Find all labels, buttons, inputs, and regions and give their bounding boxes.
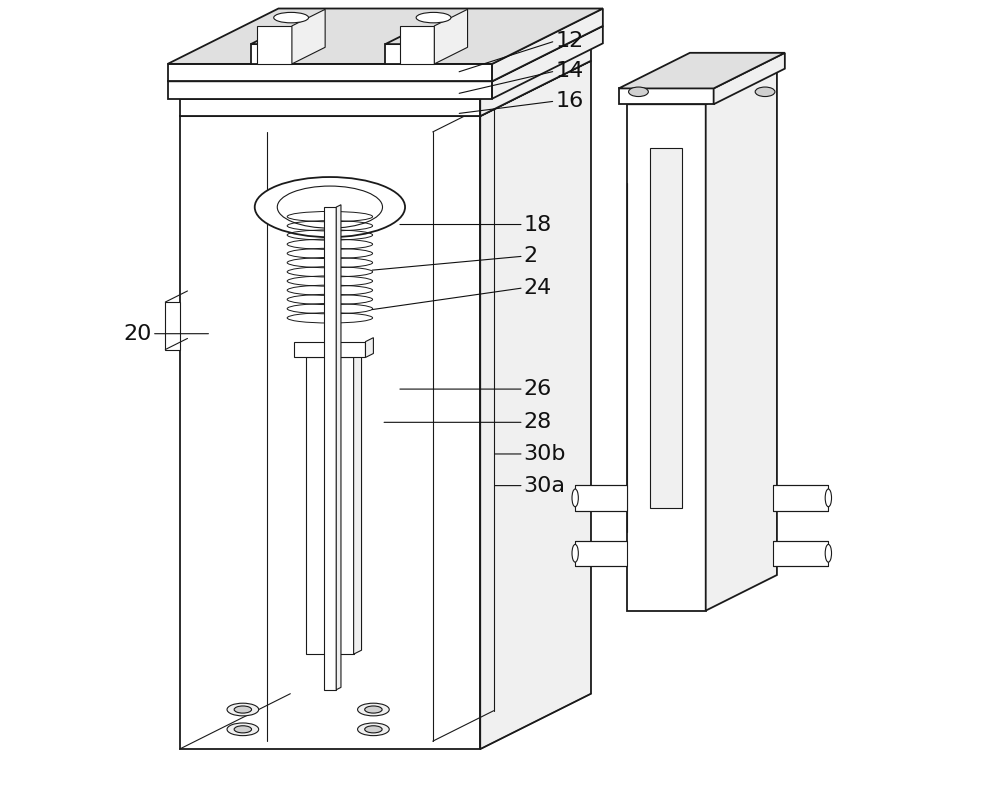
Text: 20: 20 — [123, 324, 152, 344]
Text: 16: 16 — [555, 91, 584, 111]
Ellipse shape — [227, 703, 259, 716]
Polygon shape — [251, 28, 324, 44]
Polygon shape — [575, 485, 627, 511]
Polygon shape — [324, 207, 336, 690]
Polygon shape — [400, 26, 434, 64]
Polygon shape — [251, 44, 290, 64]
Ellipse shape — [629, 87, 648, 97]
Polygon shape — [773, 485, 828, 511]
Polygon shape — [168, 81, 492, 98]
Polygon shape — [180, 98, 480, 116]
Polygon shape — [773, 541, 828, 566]
Ellipse shape — [255, 177, 405, 237]
Polygon shape — [627, 68, 777, 104]
Polygon shape — [434, 10, 468, 64]
Polygon shape — [168, 26, 603, 81]
Polygon shape — [385, 28, 458, 44]
Polygon shape — [714, 53, 785, 104]
Ellipse shape — [825, 489, 832, 507]
Polygon shape — [480, 60, 591, 749]
Polygon shape — [257, 26, 292, 64]
Ellipse shape — [234, 726, 252, 733]
Text: 30b: 30b — [524, 444, 566, 464]
Polygon shape — [706, 68, 777, 611]
Ellipse shape — [572, 489, 578, 507]
Text: 24: 24 — [524, 278, 552, 298]
Ellipse shape — [227, 723, 259, 736]
Polygon shape — [168, 64, 492, 81]
Polygon shape — [365, 337, 373, 357]
Text: 28: 28 — [524, 412, 552, 432]
Polygon shape — [180, 44, 591, 98]
Ellipse shape — [825, 545, 832, 562]
Polygon shape — [650, 148, 682, 508]
Polygon shape — [627, 104, 706, 611]
Text: 12: 12 — [555, 31, 584, 51]
Ellipse shape — [755, 87, 775, 97]
Text: 14: 14 — [555, 61, 584, 81]
Polygon shape — [180, 60, 591, 116]
Ellipse shape — [274, 13, 309, 23]
Polygon shape — [492, 9, 603, 81]
Polygon shape — [619, 88, 714, 104]
Polygon shape — [294, 341, 365, 357]
Ellipse shape — [365, 726, 382, 733]
Polygon shape — [480, 44, 591, 116]
Polygon shape — [180, 116, 480, 749]
Polygon shape — [306, 357, 354, 654]
Text: 18: 18 — [524, 214, 552, 234]
Polygon shape — [385, 44, 425, 64]
Ellipse shape — [365, 706, 382, 713]
Text: 2: 2 — [524, 246, 538, 266]
Polygon shape — [165, 302, 180, 349]
Polygon shape — [354, 353, 362, 654]
Polygon shape — [492, 26, 603, 98]
Ellipse shape — [572, 545, 578, 562]
Polygon shape — [575, 541, 627, 566]
Polygon shape — [336, 205, 341, 690]
Ellipse shape — [277, 186, 383, 228]
Ellipse shape — [358, 703, 389, 716]
Polygon shape — [168, 9, 603, 64]
Ellipse shape — [358, 723, 389, 736]
Text: 26: 26 — [524, 379, 552, 399]
Polygon shape — [619, 53, 785, 88]
Polygon shape — [292, 10, 325, 64]
Text: 30a: 30a — [524, 476, 566, 495]
Ellipse shape — [416, 13, 451, 23]
Ellipse shape — [234, 706, 252, 713]
